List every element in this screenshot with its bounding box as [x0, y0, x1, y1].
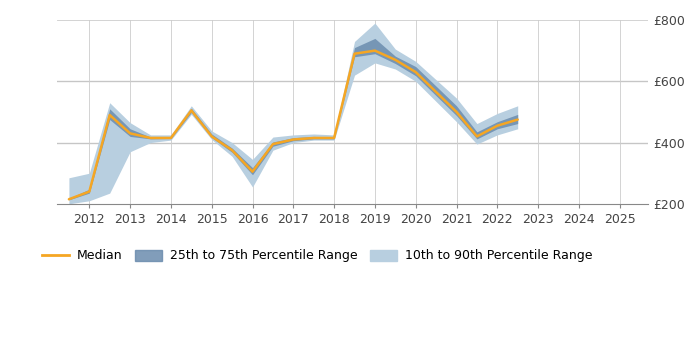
- Legend: Median, 25th to 75th Percentile Range, 10th to 90th Percentile Range: Median, 25th to 75th Percentile Range, 1…: [36, 244, 597, 267]
